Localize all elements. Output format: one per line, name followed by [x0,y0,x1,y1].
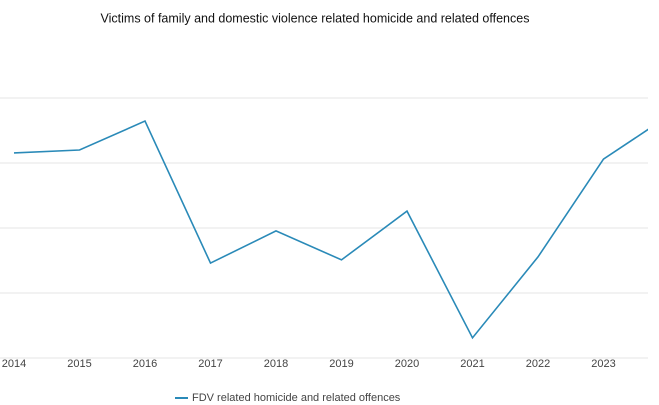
x-tick-label: 2020 [395,358,419,370]
x-tick-label: 2018 [264,358,288,370]
x-tick-label: 2016 [133,358,157,370]
x-tick-label: 2022 [526,358,550,370]
legend-label: FDV related homicide and related offence… [192,392,401,404]
line-series [13,120,648,340]
plot-area [13,120,648,340]
x-tick-label: 2015 [67,358,91,370]
x-tick-label: 2017 [198,358,222,370]
x-tick-label: 2023 [591,358,615,370]
chart-title: Victims of family and domestic violence … [101,11,530,25]
x-tick-label: 2019 [329,358,353,370]
x-tick-label: 2014 [2,358,26,370]
x-tick-label: 2021 [460,358,484,370]
